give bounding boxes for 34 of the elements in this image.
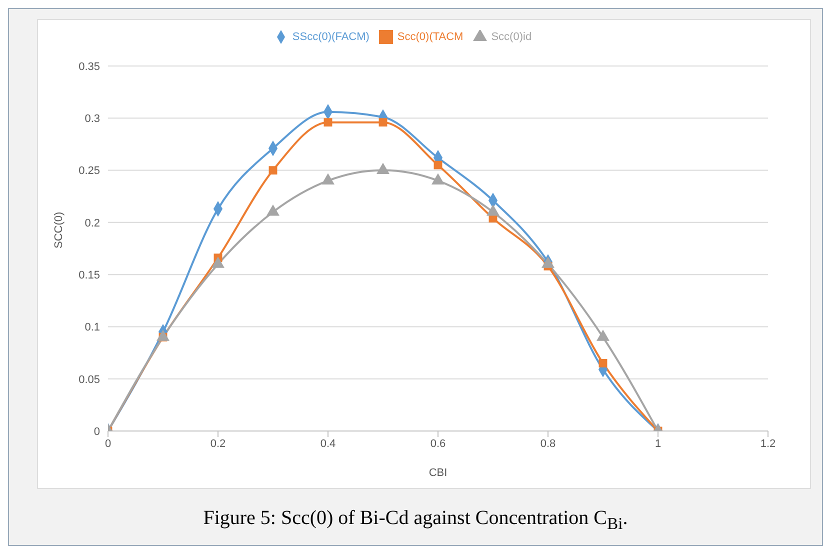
y-tick-label: 0: [94, 426, 100, 438]
point: [156, 330, 170, 341]
y-tick-label: 0.35: [78, 60, 100, 73]
legend-label: SScc(0)(FACM): [292, 30, 370, 43]
legend-label: Scc(0)id: [491, 30, 532, 43]
caption: Figure 5: Scc(0) of Bi-Cd against Concentration C$_{Bi}$.: [202, 507, 629, 534]
x-tick-label: 0.6: [430, 438, 446, 450]
point: [542, 257, 554, 268]
point: [212, 257, 224, 268]
y-tick-label: 0.2: [84, 217, 100, 230]
point: [378, 118, 388, 127]
point: [268, 166, 278, 174]
y-tick-label: 0.05: [78, 374, 100, 386]
legend-label: Scc(0)(TACM: [397, 30, 464, 43]
x-tick-label: 0.2: [210, 438, 226, 450]
point: [486, 204, 500, 216]
x-tick-label: 0: [104, 438, 112, 450]
point: [432, 174, 444, 184]
point: [266, 204, 280, 216]
point: [324, 118, 332, 127]
x-tick-label: 1: [654, 438, 662, 450]
x-tick-label: 0.8: [540, 438, 556, 450]
point: [376, 163, 390, 174]
y-axis-title: SCC(0): [52, 212, 65, 248]
y-tick-label: 0.15: [78, 269, 100, 282]
y-tick-label: 0.1: [84, 322, 100, 334]
x-tick-label: 0.4: [320, 438, 336, 450]
point: [434, 160, 442, 170]
x-axis-title: CBI: [428, 467, 448, 479]
point: [322, 174, 334, 184]
x-tick-label: 1.2: [760, 438, 776, 450]
y-tick-label: 0.3: [84, 113, 100, 126]
point: [596, 330, 610, 341]
y-tick-label: 0.25: [78, 165, 100, 178]
